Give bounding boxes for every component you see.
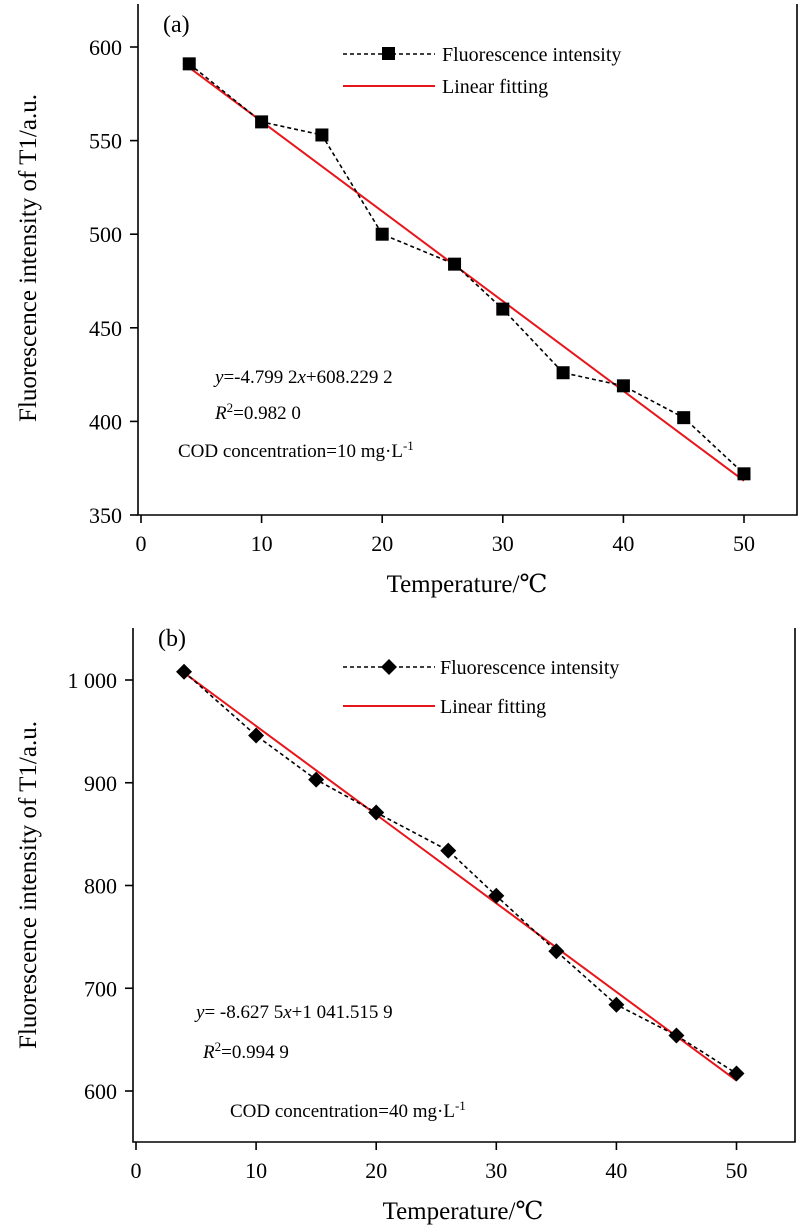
chart-panel-a: 0 10 20 30 40 50 350 400 450 500 550 600 (a) Tempe…	[15, 4, 798, 598]
equation-a-y: y	[213, 367, 224, 388]
equation-a-slope: =-4.799 2	[223, 367, 297, 388]
legend-a-data-label: Fluorescence intensity	[442, 44, 621, 66]
y-ticks-a: 350 400 450 500 550 600	[89, 35, 138, 528]
legend-a-square-marker	[382, 47, 395, 60]
data-point-a	[375, 227, 389, 241]
legend-b-diamond-marker	[381, 659, 397, 675]
equation-b-slope: = -8.627 5	[204, 1002, 283, 1023]
x-tick-label-a: 0	[136, 531, 147, 556]
y-tick-label-a: 450	[89, 316, 122, 341]
data-point-a	[737, 467, 751, 481]
cod-b-text: COD concentration=40 mg·L	[230, 1101, 455, 1122]
x-ticks-b: 0 10 20 30 40 50	[131, 1142, 748, 1183]
y-tick-label-a: 500	[89, 222, 122, 247]
series-layer-b	[176, 663, 745, 1082]
y-ticks-b: 600 700 800 900 1 000	[68, 668, 133, 1104]
equation-a-x: x	[296, 367, 306, 388]
x-tick-label-a: 30	[492, 531, 514, 556]
legend-b: Fluorescence intensity Linear fitting	[343, 657, 619, 718]
equation-b: y= -8.627 5x+1 041.515 9	[194, 1002, 393, 1023]
data-point-b	[548, 943, 565, 960]
legend-a: Fluorescence intensity Linear fitting	[343, 44, 621, 98]
x-tick-label-b: 30	[485, 1158, 507, 1183]
x-axis-title-b: Temperature/℃	[383, 1198, 544, 1225]
equation-a-intercept: +608.229 2	[306, 367, 393, 388]
data-point-a	[448, 257, 462, 271]
r-squared-a-r: R	[214, 403, 227, 424]
data-point-a	[182, 57, 196, 71]
r-squared-a-sup: 2	[227, 400, 234, 415]
equation-b-intercept: +1 041.515 9	[292, 1002, 393, 1023]
data-point-a	[616, 379, 630, 393]
y-tick-label-a: 550	[89, 129, 122, 154]
chart-panel-b: 0 10 20 30 40 50 600 700 800 900 1 000 (b) Temper…	[15, 626, 796, 1225]
linear-fit-line-b	[183, 672, 738, 1082]
cod-concentration-a: COD concentration=10 mg·L-1	[178, 438, 414, 463]
axis-frame-a	[137, 4, 798, 516]
y-tick-label-b: 600	[84, 1079, 117, 1104]
x-tick-label-b: 10	[245, 1158, 267, 1183]
legend-b-data-label: Fluorescence intensity	[440, 657, 619, 679]
legend-b-fit-label: Linear fitting	[440, 696, 546, 718]
cod-b-sup: -1	[455, 1098, 466, 1113]
fluorescence-series-line-b	[183, 671, 737, 1075]
r-squared-a-value: =0.982 0	[233, 403, 301, 424]
y-tick-label-b: 700	[84, 976, 117, 1001]
data-point-b	[608, 996, 625, 1013]
panel-label-a: (a)	[163, 12, 190, 38]
data-point-a	[496, 302, 510, 316]
y-tick-label-b: 800	[84, 874, 117, 899]
data-point-b	[308, 771, 325, 788]
x-tick-label-a: 10	[251, 531, 273, 556]
x-tick-label-b: 0	[131, 1158, 142, 1183]
linear-fit-line-a	[188, 66, 745, 482]
data-point-b	[728, 1065, 745, 1082]
r-squared-b-r: R	[202, 1042, 215, 1063]
x-tick-label-a: 50	[733, 531, 755, 556]
x-tick-label-b: 40	[605, 1158, 627, 1183]
r-squared-b-value: =0.994 9	[221, 1042, 289, 1063]
data-point-a	[315, 128, 329, 142]
data-point-a	[677, 411, 691, 425]
data-point-a	[556, 366, 570, 380]
r-squared-a: R2=0.982 0	[214, 400, 301, 425]
r-squared-b: R2=0.994 9	[202, 1039, 289, 1064]
cod-a-sup: -1	[403, 438, 414, 453]
data-point-b	[488, 887, 505, 904]
x-tick-label-a: 40	[612, 531, 634, 556]
data-point-b	[176, 663, 193, 680]
x-tick-label-b: 20	[365, 1158, 387, 1183]
equation-b-x: x	[282, 1002, 292, 1023]
x-tick-label-b: 50	[726, 1158, 748, 1183]
r-squared-b-sup: 2	[215, 1039, 222, 1054]
data-point-a	[255, 115, 269, 129]
cod-concentration-b: COD concentration=40 mg·L-1	[230, 1098, 466, 1123]
x-axis-title-a: Temperature/℃	[387, 571, 548, 598]
legend-a-fit-label: Linear fitting	[442, 76, 548, 98]
x-ticks-a: 0 10 20 30 40 50	[136, 515, 755, 556]
y-axis-title-b: Fluorescence intensity of T1/a.u.	[15, 721, 42, 1049]
y-tick-label-a: 350	[89, 503, 122, 528]
series-layer-a	[182, 57, 751, 482]
data-point-b	[248, 727, 265, 744]
y-tick-label-a: 400	[89, 409, 122, 434]
equation-a: y=-4.799 2x+608.229 2	[213, 367, 393, 388]
panel-label-b: (b)	[158, 626, 186, 652]
equation-b-y: y	[194, 1002, 205, 1023]
cod-a-text: COD concentration=10 mg·L	[178, 441, 403, 462]
data-point-b	[668, 1027, 685, 1044]
data-point-b	[440, 842, 457, 859]
data-point-b	[368, 804, 385, 821]
x-tick-label-a: 20	[371, 531, 393, 556]
y-tick-label-b: 1 000	[68, 668, 118, 693]
y-tick-label-a: 600	[89, 35, 122, 60]
y-axis-title-a: Fluorescence intensity of T1/a.u.	[15, 94, 42, 422]
y-tick-label-b: 900	[84, 771, 117, 796]
fluorescence-series-line-a	[188, 63, 745, 475]
